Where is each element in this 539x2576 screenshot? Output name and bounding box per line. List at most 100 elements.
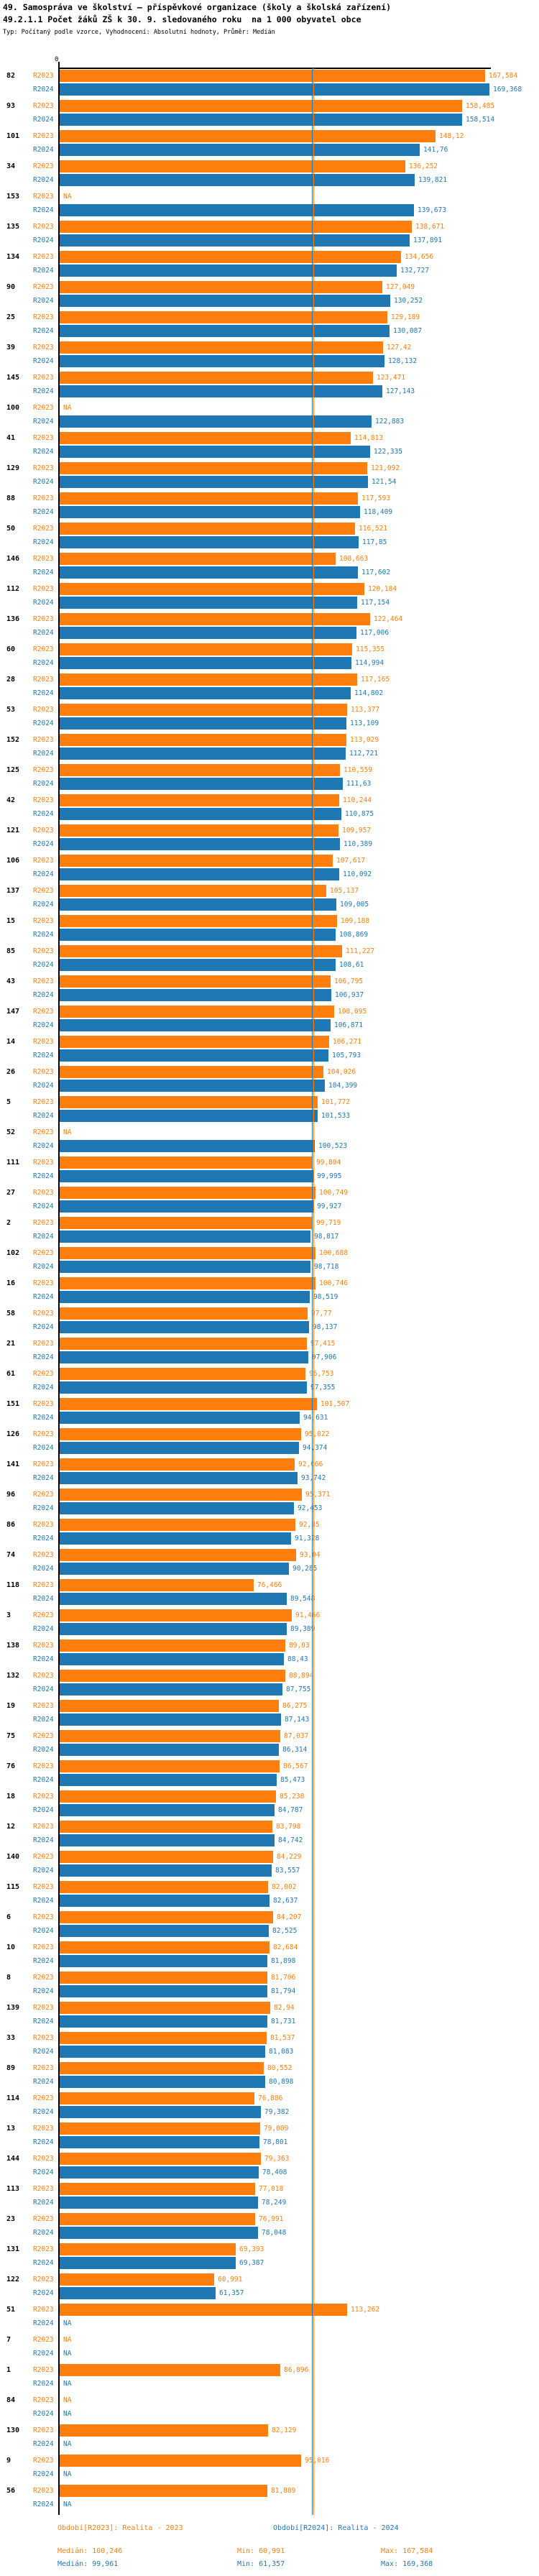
series-label-r2024: R2024 xyxy=(33,1957,54,1965)
value-label-r2024: 114,994 xyxy=(355,659,384,667)
page-title: 49. Samospráva ve školství – příspěvkové… xyxy=(3,2,392,12)
series-label-r2023: R2023 xyxy=(33,283,54,291)
value-label-r2024: 80,898 xyxy=(269,2078,294,2086)
series-label-r2023: R2023 xyxy=(33,1521,54,1529)
series-label-r2024: R2024 xyxy=(33,508,54,516)
value-label-r2024: 139,673 xyxy=(418,206,447,214)
value-label-r2024: 117,602 xyxy=(361,569,391,576)
bar-r2023 xyxy=(60,2092,254,2104)
series-label-r2023: R2023 xyxy=(33,1340,54,1348)
bar-r2023 xyxy=(60,1821,272,1833)
row-id-label: 147 xyxy=(6,1008,20,1016)
series-label-r2024: R2024 xyxy=(33,1233,54,1241)
series-label-r2023: R2023 xyxy=(33,857,54,865)
value-label-r2024: 108,869 xyxy=(339,931,369,939)
value-label-r2024: 86,314 xyxy=(282,1746,308,1754)
series-label-r2023: R2023 xyxy=(33,645,54,653)
bar-r2023 xyxy=(60,1096,318,1108)
series-label-r2023: R2023 xyxy=(33,2487,54,2495)
bar-r2024 xyxy=(60,1683,282,1696)
value-label-r2023: 148,12 xyxy=(439,132,464,140)
bar-r2023 xyxy=(60,1307,308,1320)
bar-r2023 xyxy=(60,221,412,233)
series-label-r2024: R2024 xyxy=(33,1565,54,1573)
bar-r2023 xyxy=(60,613,370,625)
row-id-label: 53 xyxy=(6,706,16,714)
bar-r2024 xyxy=(60,295,390,307)
value-label-r2023: 92,666 xyxy=(298,1460,323,1468)
bar-r2024 xyxy=(60,1170,313,1182)
series-label-r2023: R2023 xyxy=(33,2155,54,2163)
bar-r2024 xyxy=(60,2227,258,2239)
bar-r2023 xyxy=(60,251,401,263)
bar-r2023 xyxy=(60,673,357,686)
bar-r2023 xyxy=(60,2455,301,2467)
value-label-r2024: 79,382 xyxy=(264,2108,290,2116)
bar-r2023 xyxy=(60,1066,323,1078)
series-label-r2024: R2024 xyxy=(33,1293,54,1301)
value-label-r2023: 86,896 xyxy=(284,2366,309,2374)
value-label-r2023: NA xyxy=(63,193,72,201)
value-label-r2023: 97,415 xyxy=(310,1340,336,1348)
bar-r2023 xyxy=(60,1277,315,1289)
bar-r2023 xyxy=(60,1006,334,1018)
legend-period-2024: Období[R2024]: Realita - 2024 xyxy=(273,2524,399,2532)
value-label-r2023: 97,77 xyxy=(311,1310,332,1317)
series-label-r2023: R2023 xyxy=(33,193,54,201)
value-label-r2023: 136,252 xyxy=(409,162,438,170)
series-label-r2024: R2024 xyxy=(33,1625,54,1633)
bar-r2024 xyxy=(60,2166,259,2179)
bar-r2024 xyxy=(60,1381,307,1394)
bar-r2024 xyxy=(60,1653,284,1665)
series-label-r2023: R2023 xyxy=(33,253,54,261)
value-label-r2024: NA xyxy=(63,2410,72,2418)
value-label-r2023: 82,129 xyxy=(272,2426,297,2434)
row-id-label: 106 xyxy=(6,857,20,865)
value-label-r2024: 169,368 xyxy=(493,86,522,93)
value-label-r2023: 108,663 xyxy=(339,555,369,563)
series-label-r2024: R2024 xyxy=(33,1112,54,1120)
row-id-label: 43 xyxy=(6,978,16,985)
row-id-label: 153 xyxy=(6,193,20,201)
series-label-r2024: R2024 xyxy=(33,1172,54,1180)
bar-r2023 xyxy=(60,1941,270,1954)
bar-r2024 xyxy=(60,1019,331,1031)
series-label-r2024: R2024 xyxy=(33,2199,54,2207)
value-label-r2023: 79,009 xyxy=(264,2125,289,2133)
value-label-r2023: 92,85 xyxy=(299,1521,320,1529)
value-label-r2024: 110,092 xyxy=(343,870,372,878)
value-label-r2024: 105,793 xyxy=(332,1052,361,1059)
series-label-r2024: R2024 xyxy=(33,2168,54,2176)
row-id-label: 61 xyxy=(6,1370,16,1378)
value-label-r2024: 92,453 xyxy=(298,1504,323,1512)
bar-r2024 xyxy=(60,1864,272,1877)
value-label-r2024: 84,787 xyxy=(278,1806,303,1814)
bar-r2024 xyxy=(60,2196,258,2209)
row-id-label: 130 xyxy=(6,2426,20,2434)
row-id-label: 56 xyxy=(6,2487,16,2495)
value-label-r2023: 85,238 xyxy=(280,1793,305,1800)
value-label-r2023: NA xyxy=(63,404,72,412)
series-label-r2023: R2023 xyxy=(33,2276,54,2283)
series-label-r2023: R2023 xyxy=(33,1702,54,1710)
series-label-r2023: R2023 xyxy=(33,1249,54,1257)
bar-r2023 xyxy=(60,130,436,142)
series-label-r2023: R2023 xyxy=(33,2396,54,2404)
row-id-label: 96 xyxy=(6,1491,16,1499)
value-label-r2023: 60,991 xyxy=(218,2276,243,2283)
bar-r2023 xyxy=(60,643,352,656)
series-label-r2024: R2024 xyxy=(33,206,54,214)
bar-r2024 xyxy=(60,898,336,911)
bar-r2024 xyxy=(60,1412,300,1424)
row-id-label: 115 xyxy=(6,1883,20,1891)
series-label-r2023: R2023 xyxy=(33,434,54,442)
bar-r2024 xyxy=(60,446,370,458)
series-label-r2024: R2024 xyxy=(33,86,54,93)
row-id-label: 85 xyxy=(6,947,16,955)
row-id-label: 16 xyxy=(6,1279,16,1287)
bar-r2023 xyxy=(60,1609,292,1622)
series-label-r2023: R2023 xyxy=(33,2064,54,2072)
bar-r2023 xyxy=(60,945,342,957)
value-label-r2024: 89,548 xyxy=(290,1595,315,1603)
